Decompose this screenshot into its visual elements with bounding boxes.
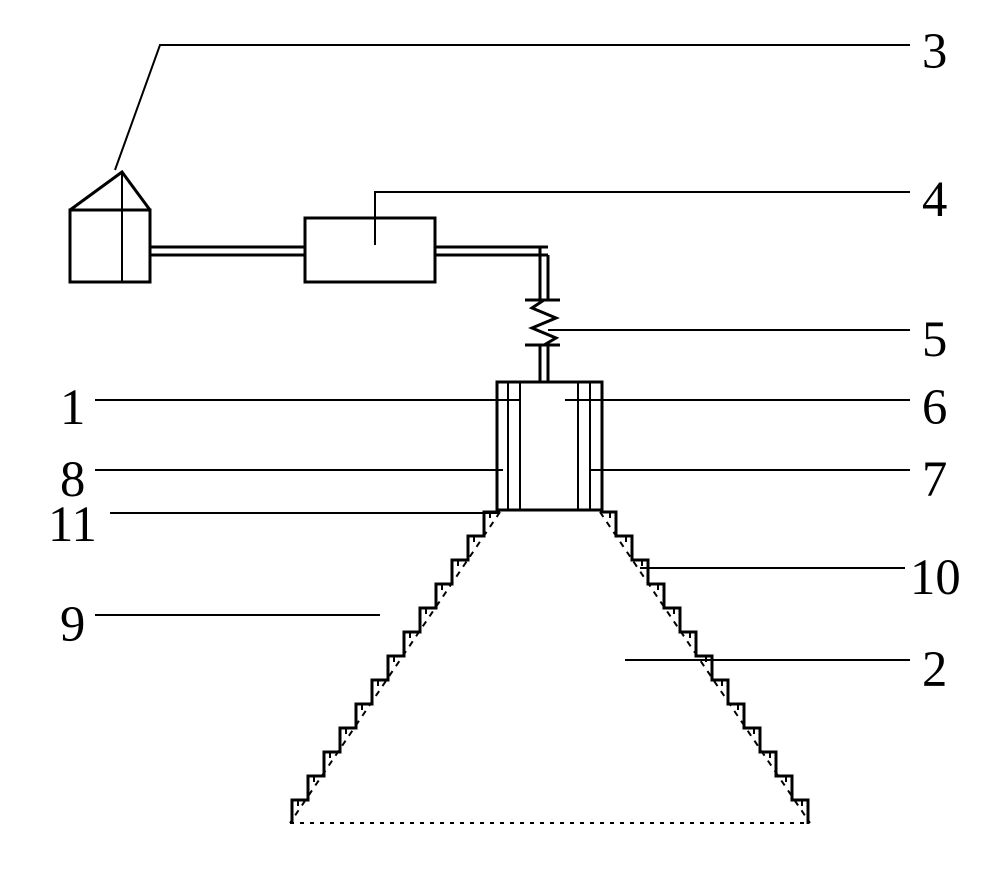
steps-left (292, 512, 500, 824)
label-10: 10 (910, 548, 961, 606)
label-4: 4 (922, 170, 947, 228)
label-2: 2 (922, 640, 947, 698)
cylinder-outer (497, 382, 602, 510)
label-6: 6 (922, 378, 947, 436)
leader-4 (375, 192, 910, 245)
diagram-root: 3456710218119 (0, 0, 1000, 871)
steps-right (600, 512, 808, 824)
label-7: 7 (922, 450, 947, 508)
label-11: 11 (48, 495, 97, 553)
label-1: 1 (60, 378, 85, 436)
diagram-svg (0, 0, 1000, 871)
component-3-top (70, 172, 150, 210)
component-5-zigzag (532, 300, 556, 345)
component-3-front (70, 210, 150, 282)
label-5: 5 (922, 310, 947, 368)
leader-3 (115, 45, 910, 170)
label-3: 3 (922, 22, 947, 80)
component-4-box (305, 218, 435, 282)
label-9: 9 (60, 595, 85, 653)
